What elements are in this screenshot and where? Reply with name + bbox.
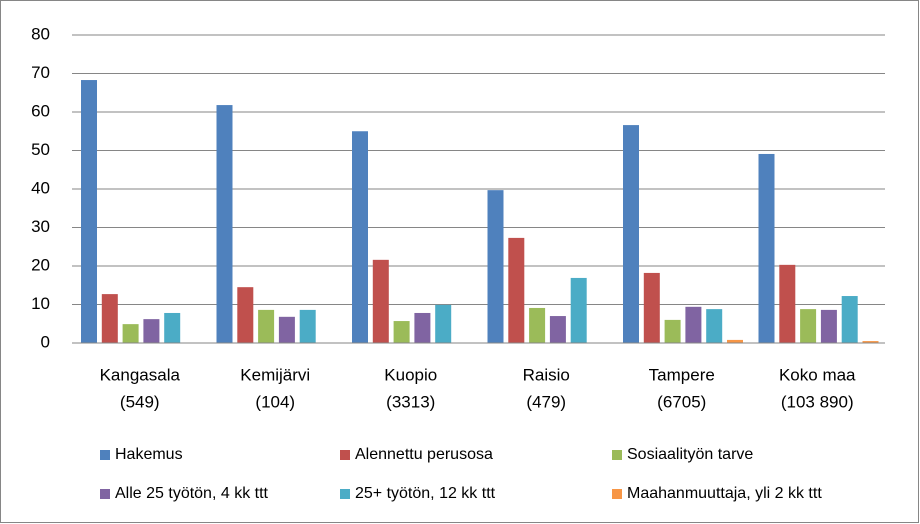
bar	[529, 307, 546, 343]
bar	[258, 309, 275, 343]
bar	[549, 316, 566, 343]
bar	[779, 264, 796, 343]
bar	[414, 312, 431, 343]
legend-swatch	[100, 450, 110, 460]
bar	[372, 259, 389, 343]
y-tick-label: 70	[31, 63, 50, 82]
x-tick-label: (104)	[255, 392, 295, 411]
bar	[237, 287, 254, 343]
bar	[800, 309, 817, 343]
x-tick-label: Kemijärvi	[240, 365, 310, 384]
legend-swatch	[100, 489, 110, 499]
bar	[164, 312, 181, 343]
legend-swatch	[340, 450, 350, 460]
bar	[643, 272, 660, 343]
bar	[143, 319, 160, 343]
bar	[508, 237, 525, 343]
x-tick-label: (549)	[120, 392, 160, 411]
bar	[706, 309, 723, 343]
bar	[570, 277, 587, 343]
bar	[122, 324, 139, 343]
legend-swatch	[612, 450, 622, 460]
x-tick-label: Tampere	[649, 365, 715, 384]
x-tick-label: Koko maa	[779, 365, 856, 384]
y-tick-label: 60	[31, 101, 50, 120]
y-tick-label: 10	[31, 294, 50, 313]
x-tick-label: Kuopio	[384, 365, 437, 384]
legend-label: 25+ työtön, 12 kk ttt	[355, 485, 496, 502]
bar	[758, 153, 775, 343]
x-tick-label: (103 890)	[781, 392, 854, 411]
bar	[352, 131, 368, 343]
legend-swatch	[612, 489, 622, 499]
bar	[487, 190, 504, 343]
bar	[685, 306, 702, 343]
bar	[278, 316, 295, 343]
bar	[101, 294, 118, 343]
legend-label: Alennettu perusosa	[355, 446, 493, 463]
bar	[727, 339, 743, 343]
bar	[623, 125, 639, 343]
x-tick-label: Kangasala	[100, 365, 181, 384]
x-tick-label: (479)	[526, 392, 566, 411]
y-tick-label: 0	[41, 332, 50, 351]
legend-label: Maahanmuuttaja, yli 2 kk ttt	[627, 485, 822, 502]
bar	[216, 105, 233, 343]
y-tick-label: 30	[31, 217, 50, 236]
y-tick-label: 50	[31, 140, 50, 159]
x-tick-label: (3313)	[386, 392, 435, 411]
bar	[81, 80, 97, 344]
legend-label: Alle 25 työtön, 4 kk ttt	[115, 485, 269, 502]
bar	[820, 309, 837, 343]
bar	[862, 341, 879, 343]
x-tick-label: (6705)	[657, 392, 706, 411]
y-tick-label: 80	[31, 24, 50, 43]
y-tick-label: 40	[31, 178, 50, 197]
x-tick-label: Raisio	[523, 365, 570, 384]
y-tick-label: 20	[31, 255, 50, 274]
legend-label: Hakemus	[115, 446, 183, 463]
legend-swatch	[340, 489, 350, 499]
bar	[664, 319, 681, 343]
bar	[299, 309, 316, 343]
bar	[841, 296, 858, 343]
bar	[393, 321, 410, 343]
bar	[435, 304, 452, 343]
legend-label: Sosiaalityön tarve	[627, 446, 753, 463]
